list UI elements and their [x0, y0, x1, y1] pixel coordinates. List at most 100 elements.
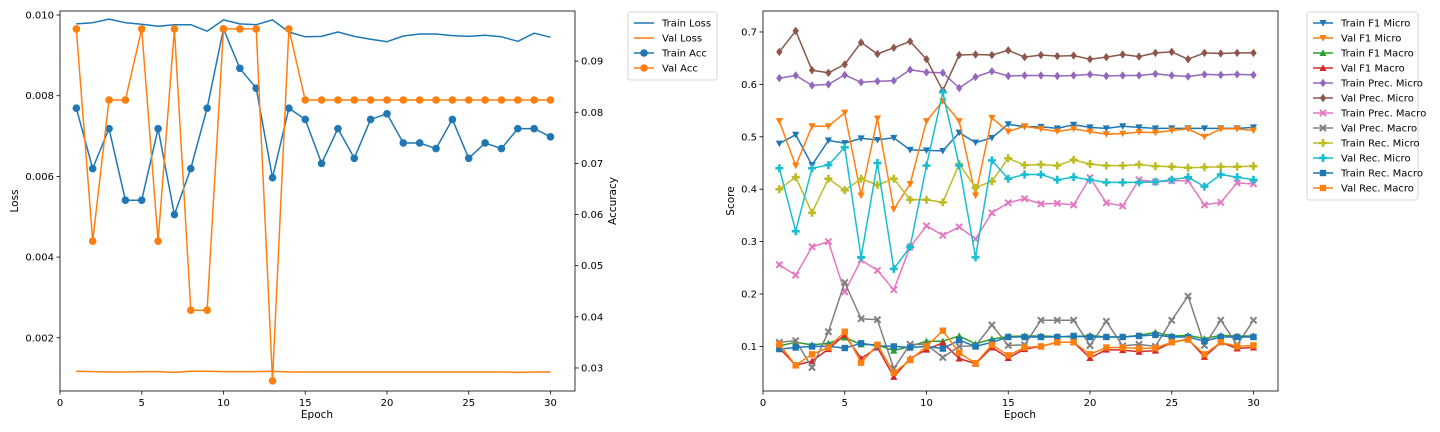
data-point-val-rec-macro [857, 359, 865, 366]
legend: Train Loss Val Loss Train Acc Val Acc [627, 11, 718, 81]
data-point-train-rec-micro [808, 208, 817, 217]
data-point-train-prec-micro [923, 68, 930, 77]
data-point-val-acc [186, 306, 195, 314]
data-point-val-rec-micro [808, 164, 817, 173]
data-point-train-prec-micro [939, 68, 947, 78]
legend: Train F1 Micro Val F1 Micro Train F1 Macro… [1306, 11, 1426, 201]
data-point-train-rec-micro [1200, 163, 1209, 172]
y2-tick-label: 0.07 [581, 159, 603, 170]
y-tick-label: 0.010 [25, 11, 54, 22]
data-point-train-prec-macro [939, 231, 947, 240]
data-point-train-prec-micro [1119, 71, 1126, 80]
data-point-val-prec-macro [1102, 317, 1111, 326]
x-tick-label: 25 [1165, 398, 1178, 409]
data-point-val-prec-micro [1135, 52, 1143, 61]
data-point-train-f1-micro [1151, 125, 1159, 133]
legend-label-train-f1-micro: Train F1 Micro [1340, 19, 1410, 30]
data-point-val-rec-macro [792, 362, 799, 369]
series-val-rec-micro [775, 88, 1258, 273]
data-point-train-acc [546, 133, 555, 141]
data-point-train-rec-macro [841, 344, 848, 352]
data-point-train-acc [448, 115, 457, 124]
data-point-train-rec-micro [791, 173, 800, 182]
data-point-val-f1-micro [1151, 129, 1159, 137]
x-tick-label: 15 [1002, 398, 1015, 409]
data-point-train-rec-macro [1233, 333, 1241, 341]
data-point-val-rec-macro [1119, 344, 1126, 351]
data-point-val-rec-macro [939, 327, 947, 334]
data-point-val-prec-micro [1250, 48, 1257, 58]
data-point-train-f1-micro [1086, 124, 1094, 131]
data-point-train-prec-macro [971, 235, 980, 243]
data-point-train-f1-micro [971, 139, 980, 147]
right-ylabel: Score [725, 186, 737, 215]
score-chart: 0 5 10 15 20 25 30 0.1 0.2 0.3 0.4 0.5 0.6 0.7 Train F… [741, 10, 1426, 409]
data-point-train-rec-macro [1005, 333, 1012, 341]
x-tick-label: 20 [1084, 398, 1097, 409]
data-point-val-rec-micro [857, 253, 866, 262]
plot-frame [59, 10, 576, 392]
data-point-train-prec-micro [1070, 71, 1077, 80]
data-point-train-rec-micro [1020, 161, 1029, 170]
data-point-train-prec-micro [1152, 69, 1159, 79]
data-point-train-acc [88, 164, 97, 173]
x-tick-label: 25 [462, 398, 475, 409]
data-point-val-f1-micro [1233, 125, 1241, 133]
x-tick-label: 20 [381, 398, 394, 409]
data-point-train-prec-macro [1020, 194, 1029, 203]
series-line-train-prec-micro [779, 68, 1254, 89]
legend-swatch-marker [640, 64, 648, 72]
data-point-val-rec-micro [906, 242, 915, 251]
data-point-val-rec-micro [1184, 173, 1193, 182]
data-point-train-rec-macro [939, 345, 947, 352]
data-point-train-prec-micro [808, 81, 816, 90]
data-point-val-prec-micro [906, 37, 914, 46]
data-point-val-rec-micro [922, 161, 931, 170]
loss-accuracy-chart: 0 5 10 15 20 25 30 0.002 0.004 0.006 0.008 0.010 0.0… [25, 10, 718, 409]
data-point-val-f1-micro [808, 123, 816, 130]
data-point-val-rec-micro [1135, 178, 1144, 187]
data-point-val-f1-micro [792, 162, 800, 170]
data-point-val-rec-micro [1020, 170, 1029, 179]
data-point-val-acc [366, 96, 375, 104]
data-point-val-prec-micro [1119, 50, 1126, 59]
x-tick-label: 5 [842, 398, 848, 409]
data-point-val-f1-macro [955, 354, 963, 362]
series-line-train-acc [75, 28, 551, 216]
x-tick-label: 0 [760, 398, 766, 409]
data-point-val-acc [546, 96, 555, 104]
data-point-train-acc [301, 115, 310, 124]
data-point-train-acc [121, 196, 130, 205]
data-point-val-acc [334, 96, 342, 104]
data-point-val-acc [432, 96, 440, 104]
data-point-val-rec-micro [1053, 175, 1062, 184]
series-line-val-prec-macro [779, 281, 1255, 370]
data-point-train-rec-micro [1102, 161, 1111, 170]
data-point-train-f1-micro [1119, 123, 1127, 130]
data-point-val-prec-micro [792, 26, 799, 36]
data-point-train-rec-micro [1184, 163, 1193, 172]
data-point-val-rec-micro [775, 164, 784, 173]
y2-tick-label: 0.09 [581, 57, 603, 68]
data-point-val-rec-macro [1103, 344, 1110, 351]
data-point-train-f1-micro [906, 146, 914, 154]
data-point-val-prec-macro [1184, 292, 1192, 300]
data-point-val-f1-micro [1119, 130, 1127, 138]
y-tick-label: 0.002 [25, 333, 54, 344]
data-point-val-prec-micro [955, 50, 963, 60]
data-point-train-acc [399, 139, 408, 147]
data-point-val-rec-macro [1070, 339, 1077, 346]
legend-swatch-marker [1319, 78, 1327, 88]
legend-swatch-marker [640, 49, 648, 57]
data-point-train-prec-macro [1249, 180, 1258, 188]
data-point-val-rec-micro [971, 253, 980, 262]
data-point-val-prec-macro [857, 314, 865, 323]
y2-tick-label: 0.05 [581, 261, 603, 272]
data-point-val-acc [383, 96, 391, 104]
data-point-val-rec-micro [987, 156, 996, 165]
y-tick-label: 0.3 [741, 237, 757, 248]
data-point-val-rec-micro [1069, 173, 1078, 182]
data-point-train-acc [481, 139, 489, 147]
data-point-val-prec-macro [1004, 341, 1013, 350]
data-point-train-f1-micro [824, 137, 832, 145]
